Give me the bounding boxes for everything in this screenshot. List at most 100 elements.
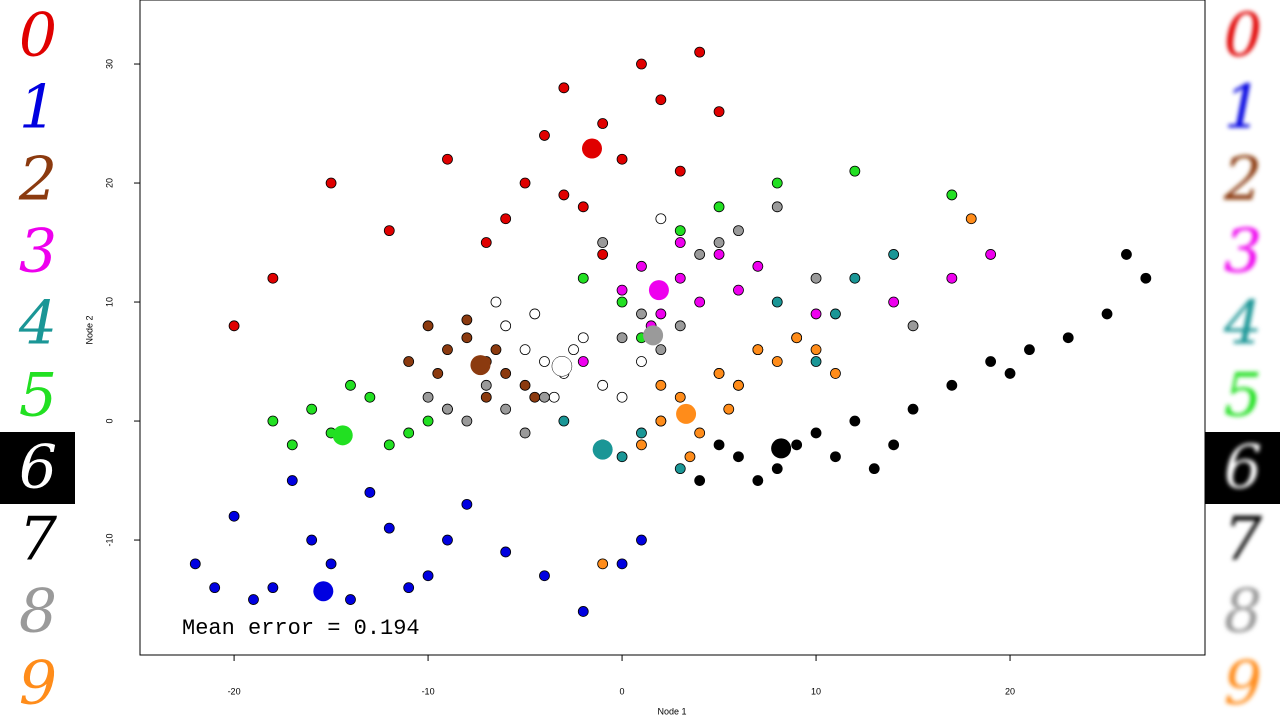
point — [655, 213, 667, 225]
point — [500, 546, 512, 558]
legend-digit: 6 — [1224, 433, 1262, 503]
point — [888, 249, 900, 260]
point — [267, 582, 279, 594]
point — [713, 237, 725, 248]
point — [636, 58, 647, 70]
annotation: Mean error = 0.194 — [182, 616, 420, 641]
point — [306, 403, 318, 415]
point — [548, 391, 560, 403]
point — [519, 177, 531, 189]
point — [830, 368, 841, 379]
point — [771, 463, 783, 475]
legend-digit: 6 — [19, 433, 57, 503]
point — [422, 570, 434, 582]
centroid — [676, 403, 697, 424]
legend-digit: 5 — [19, 361, 57, 431]
point — [306, 534, 318, 546]
plot-area — [189, 46, 1152, 617]
point — [616, 451, 628, 463]
point — [403, 356, 415, 367]
point — [539, 391, 550, 403]
point — [267, 272, 279, 284]
centroid — [648, 280, 669, 301]
point — [422, 320, 434, 332]
point — [325, 177, 337, 189]
point — [209, 582, 221, 594]
point — [403, 427, 415, 439]
point — [597, 379, 609, 391]
point — [694, 249, 706, 260]
point — [442, 534, 453, 546]
point — [771, 201, 783, 213]
point — [597, 558, 609, 570]
legend-digit: 1 — [1224, 73, 1262, 143]
point — [461, 498, 473, 510]
y-tick-label: 30 — [104, 59, 114, 69]
point — [1140, 272, 1152, 284]
x-tick-label: 10 — [811, 686, 821, 696]
point — [364, 391, 376, 403]
point — [1062, 332, 1074, 344]
x-tick-label: -20 — [228, 686, 241, 696]
point — [752, 260, 764, 272]
point — [810, 427, 822, 439]
point — [946, 272, 958, 284]
point — [577, 606, 589, 617]
legend-digit: 9 — [19, 649, 57, 719]
point — [888, 439, 900, 451]
x-tick-label: 20 — [1005, 686, 1015, 696]
point — [810, 344, 822, 356]
point — [694, 46, 706, 58]
point — [636, 427, 647, 439]
point — [345, 379, 356, 391]
point — [888, 296, 900, 308]
point — [713, 106, 725, 118]
legend-digit: 2 — [1223, 145, 1262, 215]
point — [325, 558, 337, 570]
legend-digit: 4 — [18, 289, 57, 359]
plot-frame — [139, 0, 1206, 656]
point — [810, 308, 822, 320]
point — [655, 344, 667, 356]
point — [616, 332, 628, 344]
digit-background — [1205, 432, 1280, 504]
point — [480, 391, 492, 403]
legend-digit: 3 — [1224, 217, 1262, 287]
point — [849, 165, 861, 177]
point — [713, 201, 725, 213]
point — [674, 272, 686, 284]
legend-digit: 8 — [19, 577, 57, 647]
point — [985, 356, 997, 367]
point — [442, 344, 453, 356]
centroid — [771, 438, 792, 459]
point — [597, 249, 609, 260]
centroid — [643, 325, 664, 346]
point — [733, 379, 744, 391]
point — [500, 403, 512, 415]
point — [849, 415, 861, 427]
legend-digit: 4 — [1223, 289, 1262, 359]
point — [713, 368, 725, 379]
point — [403, 582, 415, 594]
point — [655, 415, 667, 427]
point — [946, 189, 958, 201]
point — [383, 439, 395, 451]
point — [577, 332, 589, 344]
point — [830, 308, 841, 320]
point — [655, 308, 667, 320]
x-tick-label: 0 — [620, 686, 625, 696]
point — [713, 439, 725, 451]
point — [674, 391, 686, 403]
point — [830, 451, 841, 463]
point — [694, 475, 706, 486]
point — [810, 356, 822, 367]
point — [577, 272, 589, 284]
x-axis-title: Node 1 — [657, 706, 686, 716]
point — [529, 308, 541, 320]
point — [791, 332, 803, 344]
point — [539, 130, 550, 141]
point — [519, 379, 531, 391]
point — [694, 296, 706, 308]
point — [228, 510, 240, 522]
point — [228, 320, 240, 332]
